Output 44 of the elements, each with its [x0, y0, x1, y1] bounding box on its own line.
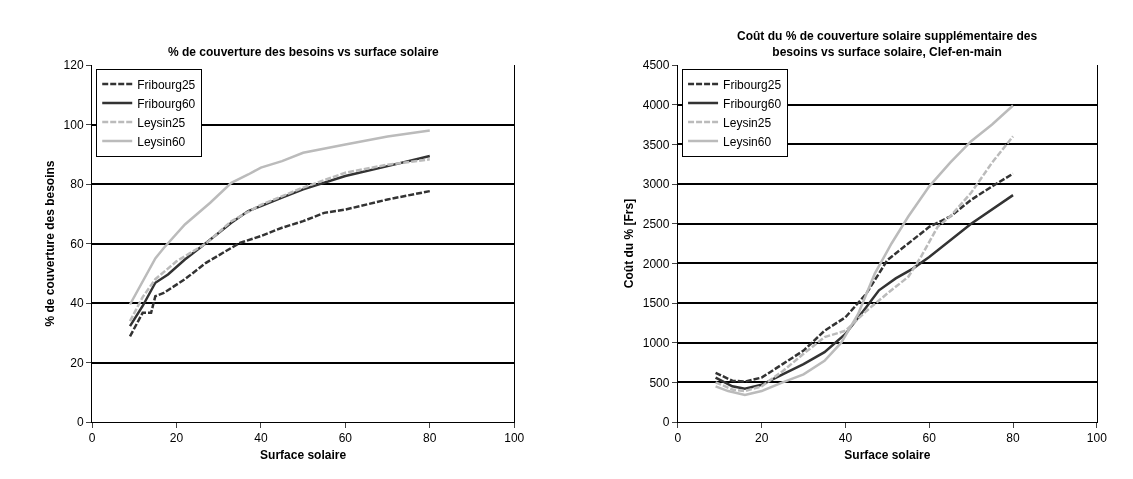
x-tick-label: 0 — [88, 431, 96, 446]
x-tick-label: 60 — [338, 431, 353, 446]
legend-label: Leysin25 — [137, 115, 186, 130]
y-tick-label: 20 — [70, 355, 84, 370]
chart-title: % de couverture des besoins vs surface solaire — [168, 45, 440, 59]
x-tick-label: 20 — [754, 431, 769, 446]
y-tick-label: 4000 — [642, 97, 670, 112]
chart-title: Coût du % de couverture solaire supplémentaire des besoins vs surface solaire, Clef-en-main — [737, 29, 1038, 59]
y-tick-label: 120 — [63, 58, 84, 73]
y-tick-label: 0 — [76, 415, 84, 430]
x-tick-label: 80 — [423, 431, 437, 446]
x-tick-label: 80 — [1006, 431, 1021, 446]
y-tick-label: 4500 — [642, 58, 670, 73]
y-tick-label: 3500 — [642, 137, 670, 152]
y-tick-label: 3000 — [642, 177, 670, 192]
line-series — [128, 129, 432, 306]
y-tick-label: 40 — [70, 296, 84, 311]
legend-label: Leysin60 — [723, 134, 772, 149]
y-axis-title: Coût du % [Frs] — [622, 198, 637, 289]
legend-label: Fribourg60 — [723, 96, 782, 111]
y-axis-title: % de couverture des besoins — [42, 160, 57, 327]
y-tick-label: 1000 — [642, 335, 670, 350]
y-tick-label: 80 — [70, 177, 84, 192]
x-tick-label: 40 — [254, 431, 268, 446]
y-tick-label: 0 — [662, 415, 670, 430]
x-tick-label: 100 — [1086, 431, 1108, 446]
x-axis-title: Surface solaire — [844, 448, 931, 463]
y-tick-label: 100 — [63, 117, 84, 132]
legend-label: Leysin25 — [723, 115, 772, 130]
x-axis-title: Surface solaire — [260, 448, 347, 463]
y-tick-label: 1500 — [642, 296, 670, 311]
y-tick-label: 2000 — [642, 256, 670, 271]
y-tick-label: 60 — [70, 236, 84, 251]
x-tick-label: 20 — [169, 431, 184, 446]
legend-label: Fribourg60 — [137, 96, 196, 111]
x-tick-label: 0 — [674, 431, 682, 446]
y-tick-label: 500 — [649, 375, 670, 390]
x-tick-label: 40 — [838, 431, 853, 446]
x-tick-label: 60 — [922, 431, 937, 446]
legend-label: Leysin60 — [137, 134, 186, 149]
legend-label: Fribourg25 — [723, 77, 782, 92]
legend-label: Fribourg25 — [137, 77, 196, 92]
y-tick-label: 2500 — [642, 216, 670, 231]
x-tick-label: 100 — [504, 431, 525, 446]
